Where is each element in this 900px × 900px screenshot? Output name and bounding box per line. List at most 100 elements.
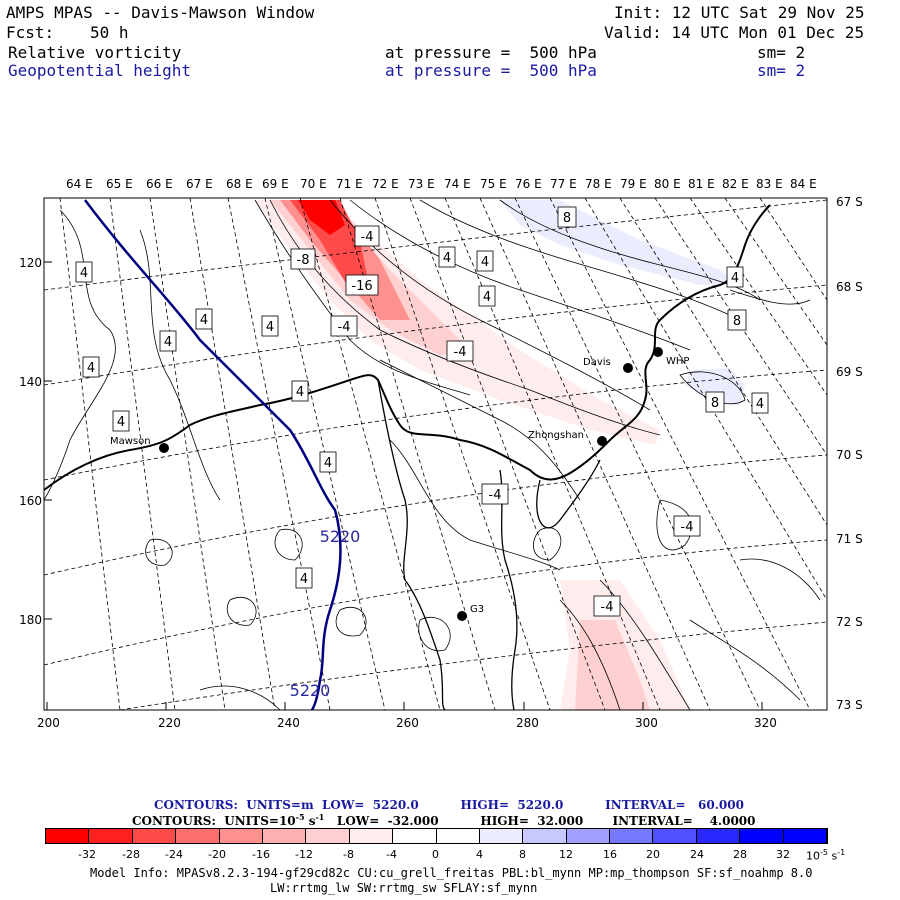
contour-label: 4 — [319, 451, 337, 473]
height-contour-info: CONTOURS: UNITS=m LOW= 5220.0 HIGH= 5220… — [154, 798, 744, 812]
height-label-5220: 5220 — [320, 527, 361, 546]
forecast-label: Fcst: — [6, 23, 55, 42]
colorbar-cell — [393, 829, 437, 843]
neg-vorticity-shade-peak — [298, 200, 345, 235]
lon-tick-label: 72 E — [372, 177, 399, 191]
valid-time: Valid: 14 UTC Mon 01 Dec 25 — [604, 23, 865, 42]
lon-tick-label: 70 E — [300, 177, 327, 191]
colorbar-tick: -24 — [165, 848, 183, 861]
y-tick-label: 140 — [19, 375, 42, 389]
model-info-line2: LW:rrtmg_lw SW:rrtmg_sw SFLAY:sf_mynn — [270, 881, 538, 895]
station-label-g3: G3 — [470, 604, 484, 615]
contour-label: -4 — [330, 315, 358, 337]
lat-tick-label: 72 S — [836, 615, 863, 629]
colorbar-units: 10-5 s-1 — [806, 848, 846, 863]
contour-label: 4 — [82, 356, 100, 378]
colorbar-cell — [176, 829, 220, 843]
lon-tick-label: 80 E — [654, 177, 681, 191]
station-marker-whp — [653, 347, 663, 357]
contour-label: -4 — [593, 595, 621, 617]
contour-label: 4 — [478, 285, 496, 307]
lon-tick-label: 75 E — [480, 177, 507, 191]
coastline — [44, 204, 771, 491]
x-tick-label: 300 — [635, 716, 658, 730]
contour-label: -4 — [481, 483, 509, 505]
contour-label: 4 — [112, 410, 130, 432]
colorbar-tick: -16 — [252, 848, 270, 861]
x-tick-label: 240 — [277, 716, 300, 730]
lon-tick-label: 77 E — [550, 177, 577, 191]
station-marker-g3 — [457, 611, 467, 621]
x-tick-label: 200 — [37, 716, 60, 730]
colorbar-tick: -28 — [122, 848, 140, 861]
contour-label: 8 — [557, 206, 577, 228]
field-pressure-height: at pressure = 500 hPa — [385, 61, 597, 80]
lon-tick-label: 68 E — [226, 177, 253, 191]
contour-label: 8 — [705, 391, 725, 413]
forecast-hours: 50 h — [90, 23, 129, 42]
colorbar-cell — [740, 829, 784, 843]
lon-tick-label: 74 E — [444, 177, 471, 191]
svg-text:-4: -4 — [489, 488, 502, 503]
lon-tick-label: 73 E — [408, 177, 435, 191]
lat-tick-label: 71 S — [836, 532, 863, 546]
contour-label: 4 — [75, 261, 93, 283]
lon-tick-label: 83 E — [756, 177, 783, 191]
colorbar-cell — [132, 829, 177, 843]
colorbar-cell — [349, 829, 394, 843]
svg-text:4: 4 — [483, 290, 491, 305]
colorbar-cell — [262, 829, 307, 843]
neg-vorticity-shade-south-inner — [575, 620, 650, 710]
lon-tick-label: 78 E — [585, 177, 612, 191]
colorbar-cell — [566, 829, 611, 843]
colorbar-cell — [696, 829, 741, 843]
station-label-davis: Davis — [583, 357, 611, 368]
colorbar-tick: 28 — [733, 848, 747, 861]
contour-label: 4 — [291, 380, 309, 402]
lat-tick-label: 73 S — [836, 698, 863, 712]
lon-tick-label: 65 E — [106, 177, 133, 191]
lon-tick-label: 69 E — [262, 177, 289, 191]
plot-frame — [43, 197, 828, 711]
neg-vorticity-shade-core — [290, 200, 370, 290]
colorbar-tick: -8 — [343, 848, 354, 861]
contour-label: 4 — [438, 246, 456, 268]
svg-text:4: 4 — [266, 320, 274, 335]
colorbar-cell — [783, 829, 828, 843]
svg-text:4: 4 — [117, 415, 125, 430]
svg-text:4: 4 — [296, 385, 304, 400]
contour-label: 4 — [195, 308, 213, 330]
colorbar-tick: 32 — [776, 848, 790, 861]
ice-divide — [377, 379, 446, 710]
height-contour-5220 — [84, 199, 342, 710]
colorbar-tick: 20 — [646, 848, 660, 861]
colorbar-tick: -20 — [208, 848, 226, 861]
x-tick-label: 280 — [516, 716, 539, 730]
lon-tick-label: 84 E — [790, 177, 817, 191]
y-tick-label: 160 — [19, 494, 42, 508]
colorbar-tick: 24 — [690, 848, 704, 861]
field-name-vorticity: Relative vorticity — [8, 43, 182, 62]
lon-tick-label: 82 E — [722, 177, 749, 191]
field-smooth-height: sm= 2 — [757, 61, 806, 80]
svg-text:4: 4 — [164, 335, 172, 350]
plot-title: AMPS MPAS -- Davis-Mawson Window — [6, 3, 315, 22]
svg-text:-4: -4 — [601, 600, 614, 615]
svg-text:4: 4 — [324, 456, 332, 471]
lon-tick-label: 64 E — [66, 177, 93, 191]
svg-text:-16: -16 — [351, 279, 372, 294]
station-marker-mawson — [159, 443, 169, 453]
station-label-zhongshan: Zhongshan — [528, 430, 584, 441]
field-smooth-vorticity: sm= 2 — [757, 43, 806, 62]
y-tick-label: 180 — [19, 613, 42, 627]
svg-text:-4: -4 — [361, 230, 374, 245]
svg-text:4: 4 — [300, 572, 308, 587]
x-tick-label: 260 — [396, 716, 419, 730]
colorbar-cell — [523, 829, 567, 843]
contour-label: 4 — [159, 330, 177, 352]
svg-text:4: 4 — [443, 251, 451, 266]
height-label-5220: 5220 — [290, 681, 331, 700]
svg-text:4: 4 — [481, 255, 489, 270]
svg-text:-4: -4 — [681, 520, 694, 535]
